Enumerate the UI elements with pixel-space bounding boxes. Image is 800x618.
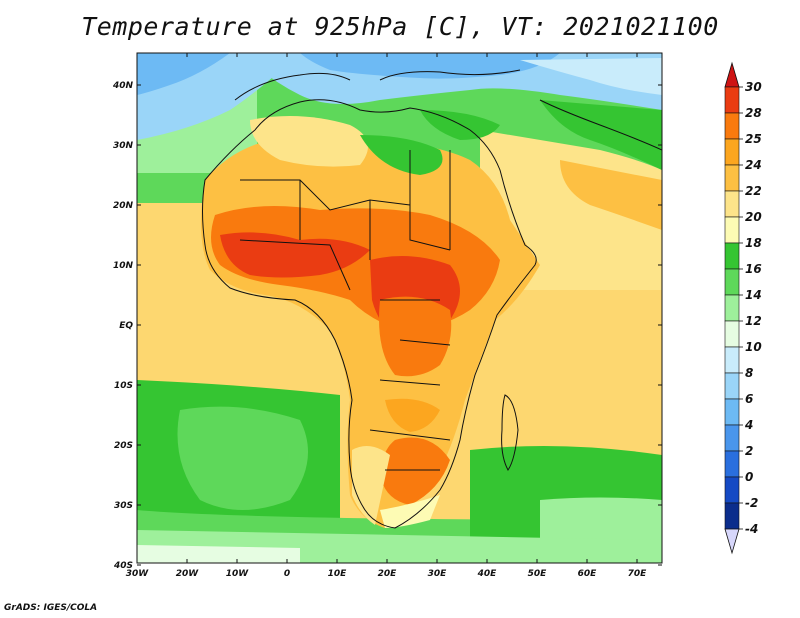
colorbar-swatch [724, 476, 740, 504]
lat-tick-label: 30N [113, 141, 134, 151]
colorbar-label: 0 [745, 470, 753, 484]
colorbar-label: 30 [745, 80, 762, 94]
lon-tick-label: 20E [378, 569, 398, 579]
lat-tick-label: 10N [113, 261, 134, 271]
colorbar-swatch [724, 398, 740, 426]
footer-credit: GrADS: IGES/COLA [4, 603, 98, 613]
lat-tick-label: 40N [112, 81, 134, 91]
lon-tick-label: 10E [328, 569, 348, 579]
lon-tick-label: 50E [528, 569, 548, 579]
temperature-field [137, 53, 662, 563]
colorbar-swatch [724, 190, 740, 218]
colorbar-swatch [724, 86, 740, 114]
lon-tick-label: 30W [126, 569, 150, 579]
colorbar-label: 8 [745, 366, 753, 380]
colorbar-swatch [724, 216, 740, 244]
colorbar-swatch [724, 346, 740, 374]
colorbar-swatch [724, 450, 740, 478]
colorbar-label: 2 [745, 444, 753, 458]
colorbar-label: 20 [745, 210, 762, 224]
lon-tick-label: 40E [477, 569, 498, 579]
colorbar-label: 4 [744, 418, 753, 432]
lon-tick-label: 20W [176, 569, 200, 579]
lon-tick-label: 0 [284, 569, 290, 579]
colorbar-swatch [724, 294, 740, 322]
colorbar-label: 28 [745, 106, 762, 120]
colorbar-label: -4 [745, 522, 758, 536]
colorbar-swatch [724, 138, 740, 166]
colorbar-top-triangle [724, 61, 740, 88]
lat-tick-label: 40S [113, 561, 133, 571]
colorbar-swatch [724, 424, 740, 452]
lat-tick-label: EQ [119, 321, 133, 331]
colorbar-swatch [724, 268, 740, 296]
colorbar-label: 6 [745, 392, 753, 406]
colorbar-label: 18 [745, 236, 762, 250]
colorbar-label: 16 [745, 262, 762, 276]
colorbar-swatch [724, 502, 740, 530]
axis-ticks: 30W 20W 10W 0 10E 20E 30E 40E 50E 60E 70E 40N 30N 20N… [112, 53, 662, 579]
colorbar-label: -2 [745, 496, 758, 510]
lon-tick-label: 70E [628, 569, 648, 579]
map-frame [136, 52, 663, 564]
lon-tick-label: 10W [226, 569, 250, 579]
lat-tick-label: 30S [114, 501, 133, 511]
lat-tick-label: 20S [114, 441, 133, 451]
colorbar-label: 12 [745, 314, 762, 328]
colorbar-bottom-triangle [724, 528, 740, 555]
lat-tick-label: 20N [113, 201, 134, 211]
colorbar-swatch [724, 242, 740, 270]
colorbar-swatch [724, 372, 740, 400]
colorbar-swatch [724, 320, 740, 348]
page-title: Temperature at 925hPa [C], VT: 202102110… [81, 12, 719, 41]
colorbar-label: 25 [745, 132, 762, 146]
coastlines [202, 69, 662, 529]
lat-tick-label: 10S [114, 381, 133, 391]
colorbar-label: 22 [745, 184, 762, 198]
lon-tick-label: 60E [578, 569, 598, 579]
colorbar-swatch [724, 164, 740, 192]
colorbar-swatch [724, 112, 740, 140]
colorbar-label: 14 [745, 288, 762, 302]
lon-tick-label: 30E [428, 569, 448, 579]
colorbar-label: 24 [745, 158, 762, 172]
colorbar-label: 10 [745, 340, 762, 354]
